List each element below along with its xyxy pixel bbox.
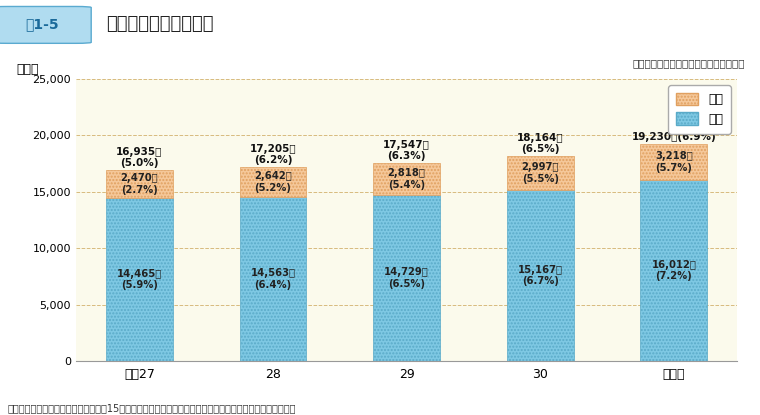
- Text: （注）（　）内は離職率（前年度１月15日現在の在職者数に対する当該年度中の離職者数の割合）を示す。: （注）（ ）内は離職率（前年度１月15日現在の在職者数に対する当該年度中の離職者…: [8, 403, 296, 413]
- Text: 14,729人
(6.5%): 14,729人 (6.5%): [385, 267, 429, 289]
- Text: 2,470人
(2.7%): 2,470人 (2.7%): [121, 173, 158, 195]
- Text: 17,205人
(6.2%): 17,205人 (6.2%): [250, 144, 296, 165]
- FancyBboxPatch shape: [0, 7, 91, 43]
- Bar: [106, 198, 173, 361]
- Bar: [373, 195, 440, 361]
- Text: 2,997人
(5.5%): 2,997人 (5.5%): [521, 162, 559, 184]
- Text: （一般職の国家公務員の任用状況調査）: （一般職の国家公務員の任用状況調査）: [632, 59, 745, 68]
- Text: 15,167人
(6.7%): 15,167人 (6.7%): [518, 265, 562, 286]
- Text: 2,642人
(5.2%): 2,642人 (5.2%): [254, 171, 292, 193]
- Text: 18,164人
(6.5%): 18,164人 (6.5%): [517, 133, 563, 154]
- Text: 14,465人
(5.9%): 14,465人 (5.9%): [117, 269, 162, 290]
- Bar: [507, 156, 574, 190]
- Bar: [641, 180, 707, 361]
- Bar: [641, 144, 707, 180]
- Text: 図1-5: 図1-5: [25, 17, 59, 31]
- Text: 16,012人
(7.2%): 16,012人 (7.2%): [651, 260, 696, 281]
- Bar: [106, 170, 173, 198]
- Text: 14,563人
(6.4%): 14,563人 (6.4%): [251, 268, 296, 290]
- Text: 19,230人(6.9%): 19,230人(6.9%): [632, 132, 716, 142]
- Text: 16,935人
(5.0%): 16,935人 (5.0%): [116, 146, 163, 168]
- Text: 最近５年間の離職者数: 最近５年間の離職者数: [106, 15, 214, 33]
- Text: 2,818人
(5.4%): 2,818人 (5.4%): [388, 168, 426, 190]
- Bar: [373, 163, 440, 195]
- Legend: 女性, 男性: 女性, 男性: [669, 85, 731, 134]
- Text: 17,547人
(6.3%): 17,547人 (6.3%): [383, 140, 430, 161]
- Text: 3,218人
(5.7%): 3,218人 (5.7%): [655, 151, 692, 173]
- Text: （人）: （人）: [17, 63, 39, 76]
- Bar: [507, 190, 574, 361]
- Bar: [239, 197, 306, 361]
- Bar: [239, 167, 306, 197]
